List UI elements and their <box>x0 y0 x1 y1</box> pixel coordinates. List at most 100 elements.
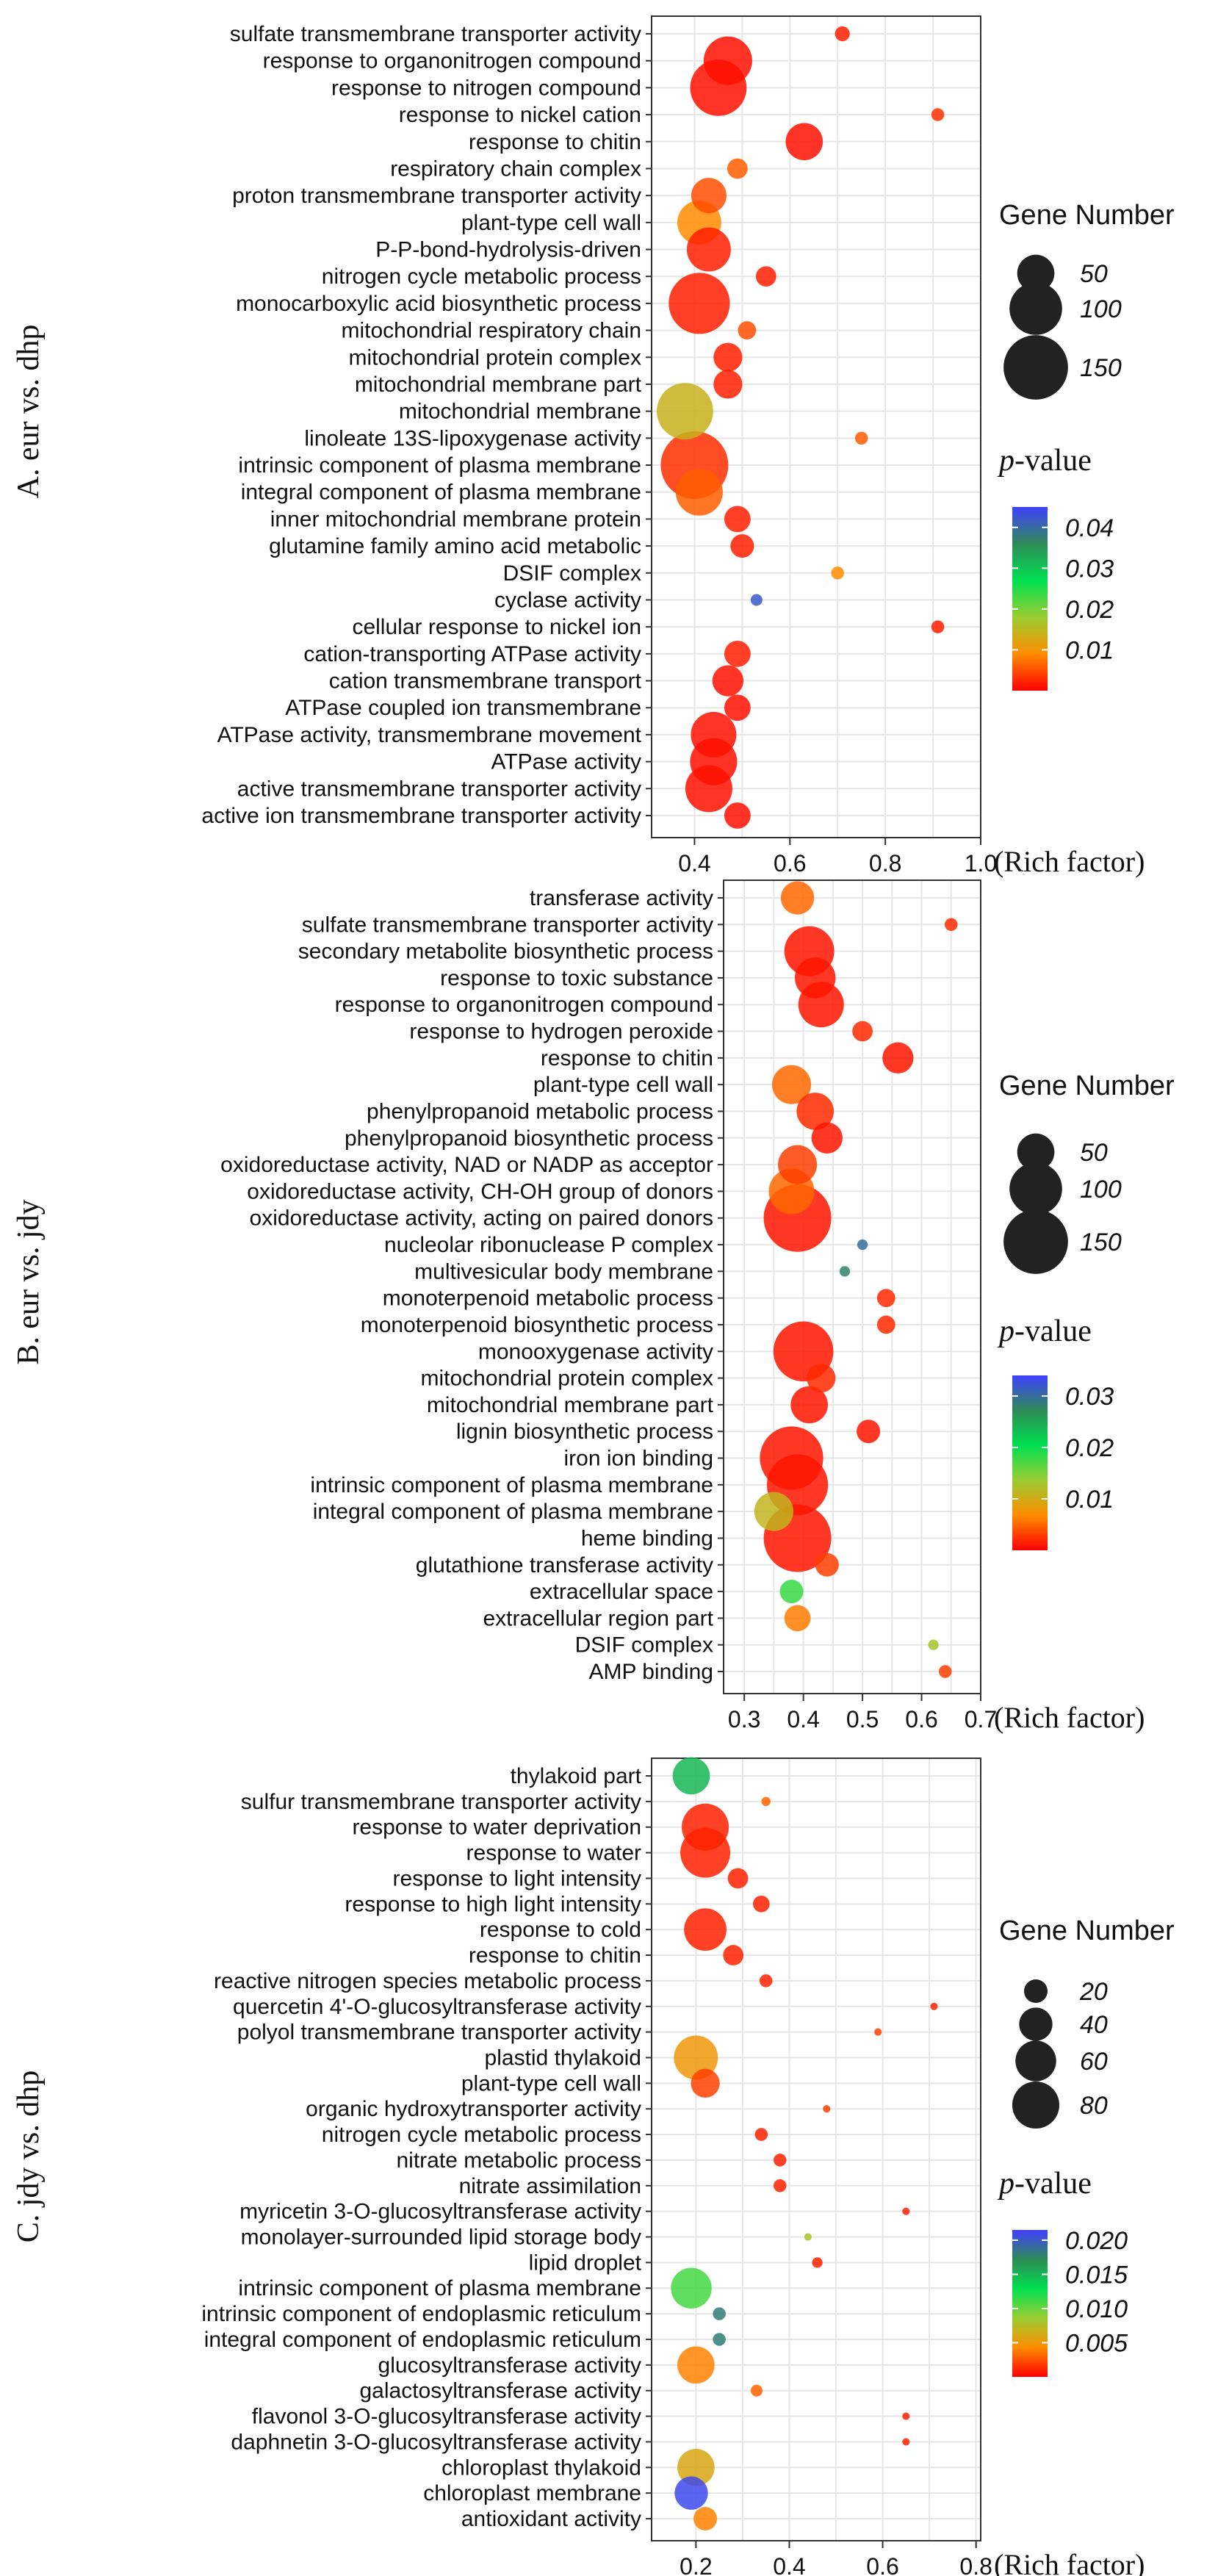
data-point <box>703 36 752 85</box>
plot-frame <box>651 1757 981 2541</box>
data-point <box>779 1580 804 1604</box>
data-point <box>839 1266 851 1277</box>
size-legend-label: 150 <box>1080 354 1122 382</box>
size-legend-key <box>1003 335 1068 400</box>
y-tick-label: iron ion binding <box>564 1447 713 1471</box>
y-tick-label: integral component of plasma membrane <box>241 481 641 505</box>
y-tick-label: sulfur transmembrane transporter activit… <box>241 1790 641 1814</box>
y-tick-label: galactosyltransferase activity <box>360 2379 642 2403</box>
y-tick-label: daphnetin 3-O-glucosyltransferase activi… <box>231 2430 641 2454</box>
data-point <box>713 2307 726 2320</box>
y-tick-label: sulfate transmembrane transporter activi… <box>302 913 713 937</box>
y-tick-label: cellular response to nickel ion <box>352 615 641 639</box>
size-legend-label: 80 <box>1080 2092 1108 2120</box>
y-tick-label: mitochondrial protein complex <box>348 345 641 370</box>
y-tick-label: lignin biosynthetic process <box>456 1420 713 1444</box>
data-point <box>750 594 763 606</box>
x-tick-label: 1.0 <box>965 850 997 877</box>
y-tick-label: intrinsic component of endoplasmic retic… <box>201 2302 641 2326</box>
data-point <box>727 158 748 179</box>
y-tick-label: polyol transmembrane transporter activit… <box>237 2021 641 2045</box>
size-legend-key <box>1012 2081 1060 2129</box>
data-point <box>902 2438 910 2446</box>
plot-frame <box>651 15 981 838</box>
size-legend-title: Gene Number <box>999 1915 1175 1946</box>
y-tick-label: response to water <box>466 1841 641 1866</box>
y-tick-label: response to cold <box>480 1918 641 1942</box>
data-point <box>691 2068 720 2098</box>
y-tick-label: response to chitin <box>541 1046 713 1071</box>
y-tick-label: response to chitin <box>469 1943 641 1968</box>
x-tick-label: 0.8 <box>959 2553 992 2576</box>
x-axis-label: (Rich factor) <box>994 845 1145 878</box>
size-legend-label: 60 <box>1080 2048 1108 2076</box>
y-tick-label: DSIF complex <box>503 561 641 586</box>
y-tick-label: nucleolar ribonuclease P complex <box>384 1233 713 1257</box>
data-point <box>938 1665 952 1678</box>
data-point <box>724 506 751 533</box>
y-tick-label: intrinsic component of plasma membrane <box>238 2276 641 2300</box>
y-tick-label: response to chitin <box>469 130 641 154</box>
data-point <box>674 2476 708 2510</box>
data-point <box>674 2035 718 2080</box>
color-legend-title: p-value <box>997 2167 1092 2201</box>
y-tick-label: AMP binding <box>588 1660 713 1684</box>
data-point <box>713 2333 726 2346</box>
data-point <box>755 266 776 287</box>
data-point <box>712 665 744 697</box>
color-legend-label: 0.005 <box>1065 2329 1128 2357</box>
y-tick-label: inner mitochondrial membrane protein <box>270 507 641 531</box>
y-tick-label: chloroplast thylakoid <box>441 2456 641 2480</box>
y-tick-label: mitochondrial protein complex <box>420 1367 713 1391</box>
y-tick-label: reactive nitrogen species metabolic proc… <box>214 1969 641 1993</box>
y-tick-label: monoterpenoid biosynthetic process <box>361 1313 713 1337</box>
x-axis-label: (Rich factor) <box>994 1701 1145 1734</box>
data-point <box>876 1315 895 1334</box>
panel-label: B. eur vs. jdy <box>12 1199 46 1364</box>
y-tick-label: glutamine family amino acid metabolic <box>269 534 641 558</box>
y-tick-label: integral component of plasma membrane <box>313 1500 713 1524</box>
x-tick-label: 0.2 <box>680 2553 712 2576</box>
size-legend-label: 50 <box>1080 260 1108 288</box>
size-legend-label: 100 <box>1080 295 1122 323</box>
y-tick-label: response to organonitrogen compound <box>335 993 713 1017</box>
y-tick-label: chloroplast membrane <box>423 2481 641 2505</box>
size-legend-title: Gene Number <box>999 200 1175 231</box>
y-tick-label: extracellular region part <box>483 1606 714 1630</box>
size-legend-key <box>1009 1162 1062 1215</box>
size-legend-key <box>1019 2007 1053 2041</box>
data-point <box>759 1974 773 1987</box>
data-point <box>876 1289 895 1308</box>
data-point <box>672 1757 710 1795</box>
y-tick-label: antioxidant activity <box>461 2507 641 2531</box>
y-tick-label: response to nitrogen compound <box>331 76 641 100</box>
color-legend-label: 0.03 <box>1065 555 1114 583</box>
color-legend-title: p-value <box>997 1314 1092 1348</box>
size-legend-title: Gene Number <box>999 1071 1175 1101</box>
data-point <box>724 802 751 829</box>
size-legend-key <box>1023 1979 1048 2004</box>
data-point <box>677 2448 715 2486</box>
x-tick-label: 0.4 <box>678 850 710 877</box>
y-tick-label: monooxygenase activity <box>478 1339 713 1364</box>
data-point <box>931 108 945 121</box>
data-point <box>713 342 743 372</box>
data-point <box>857 1239 868 1251</box>
y-tick-label: response to water deprivation <box>352 1816 641 1840</box>
size-legend-label: 150 <box>1080 1228 1122 1256</box>
data-point <box>812 2257 823 2268</box>
data-point <box>784 1605 811 1632</box>
size-legend-label: 50 <box>1080 1139 1108 1167</box>
y-tick-label: active transmembrane transporter activit… <box>237 777 641 801</box>
y-tick-label: oxidoreductase activity, acting on paire… <box>250 1206 713 1231</box>
data-point <box>874 2028 882 2036</box>
plot-frame <box>723 879 981 1694</box>
y-tick-label: monolayer-surrounded lipid storage body <box>241 2226 641 2250</box>
color-legend-label: 0.02 <box>1065 1434 1114 1462</box>
y-tick-label: plant-type cell wall <box>533 1073 713 1097</box>
y-tick-label: ATPase activity, transmembrane movement <box>217 723 642 747</box>
y-tick-label: mitochondrial membrane <box>399 400 641 424</box>
y-tick-label: intrinsic component of plasma membrane <box>310 1473 713 1497</box>
y-tick-label: respiratory chain complex <box>390 156 641 181</box>
data-point <box>724 640 751 667</box>
